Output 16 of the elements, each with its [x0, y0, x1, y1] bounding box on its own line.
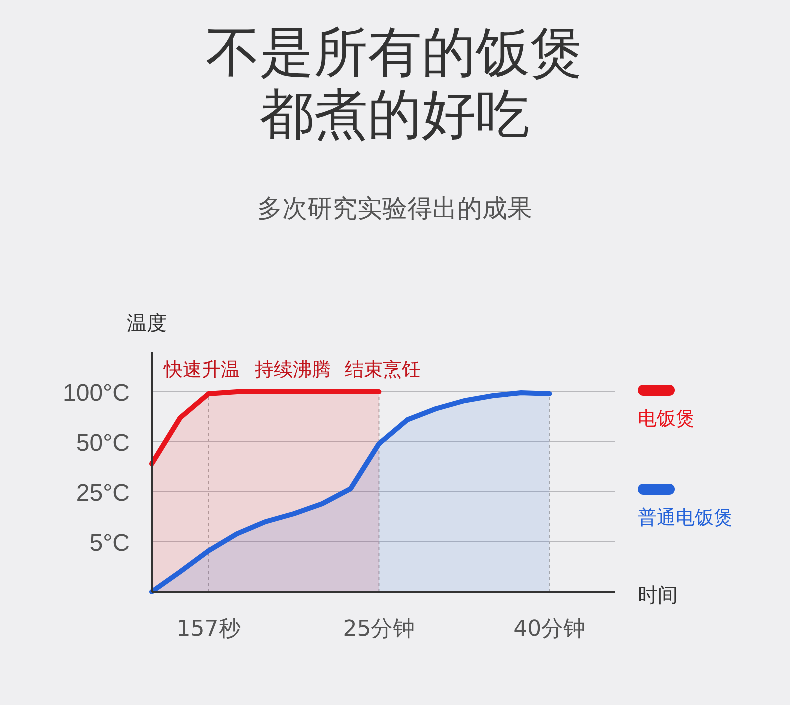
legend-label: 电饭煲	[638, 408, 695, 430]
text: 持续沸腾	[255, 359, 331, 381]
text: 快速升温	[163, 359, 240, 381]
chart-subtitle: 多次研究实验得出的成果	[256, 193, 534, 225]
chart-title: 不是所有的饭煲都煮的好吃	[205, 21, 585, 146]
x-tick-label: 40分钟	[514, 617, 586, 642]
x-tick-label: 157秒	[176, 617, 241, 642]
x-axis-title: 时间	[638, 583, 678, 607]
ref-line-label: 50°C	[76, 430, 130, 457]
legend-label: 普通电饭煲	[638, 507, 733, 529]
y-axis-title: 温度	[127, 311, 167, 335]
ref-line-label: 100°C	[63, 380, 130, 407]
text: 结束烹饪	[345, 359, 421, 381]
ref-line-label: 25°C	[76, 480, 130, 507]
x-tick-label: 25分钟	[343, 617, 416, 642]
ref-line-label: 5°C	[90, 530, 130, 557]
